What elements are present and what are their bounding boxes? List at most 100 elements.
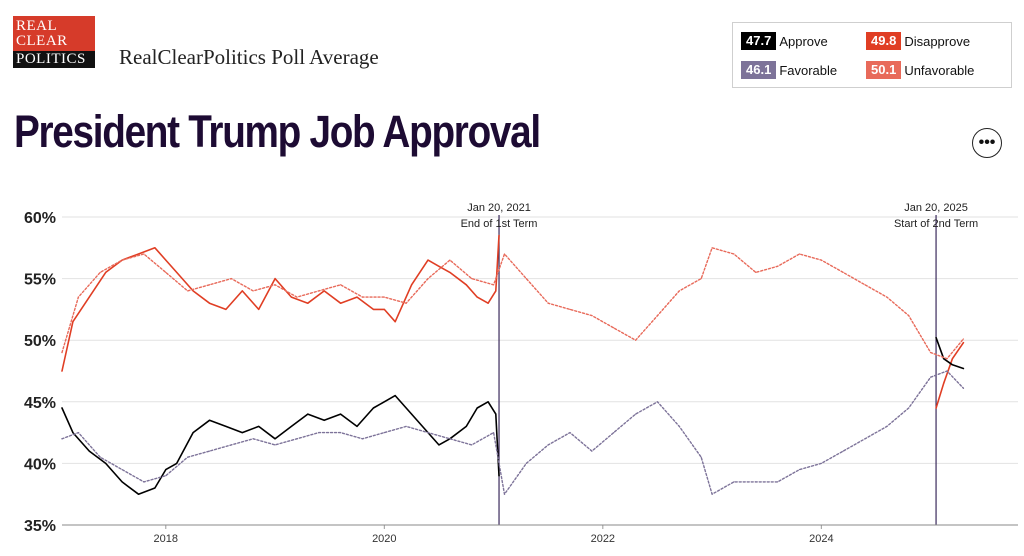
data-point-approve [951, 364, 954, 366]
data-point-unfavorable [929, 351, 932, 354]
data-point-favorable [700, 456, 702, 458]
data-point-unfavorable [842, 271, 844, 274]
data-point-unfavorable [711, 247, 713, 249]
data-point-favorable [777, 481, 779, 483]
term-annotation-label: End of 1st Term [461, 218, 538, 230]
data-point-favorable [99, 456, 101, 458]
data-point-favorable [635, 413, 637, 415]
y-tick-label: 40% [24, 456, 56, 473]
logo-text-clear: CLEAR [16, 33, 68, 49]
data-point-disapprove [943, 382, 945, 384]
data-point-approve [476, 407, 478, 409]
data-point-favorable [471, 444, 473, 446]
data-point-unfavorable [471, 278, 473, 280]
data-point-disapprove [498, 234, 500, 237]
approve-label: Approve [779, 33, 828, 49]
data-point-disapprove [208, 302, 211, 304]
data-point-favorable [798, 468, 801, 471]
unfavorable-label: Unfavorable [904, 62, 975, 78]
data-point-disapprove [258, 308, 260, 310]
data-point-favorable [678, 425, 680, 428]
series-line-disapprove [61, 234, 965, 409]
data-point-disapprove [192, 290, 194, 292]
y-tick-label: 35% [24, 518, 56, 535]
data-point-favorable [296, 438, 298, 440]
data-point-approve [121, 481, 123, 483]
data-point-approve [962, 367, 964, 370]
data-point-disapprove [465, 284, 467, 286]
data-point-approve [258, 425, 260, 428]
data-point-approve [208, 419, 211, 421]
legend-item-approve: 47.7 Approve [741, 32, 828, 50]
data-point-disapprove [340, 302, 342, 304]
data-point-unfavorable [361, 296, 364, 298]
data-point-unfavorable [820, 259, 822, 261]
disapprove-value-badge: 49.8 [866, 32, 902, 50]
data-point-disapprove [323, 290, 325, 292]
data-point-unfavorable [613, 327, 615, 329]
more-options-button[interactable]: ••• [972, 128, 1002, 158]
data-point-favorable [908, 407, 910, 409]
data-point-unfavorable [121, 259, 123, 261]
data-point-disapprove [438, 265, 440, 267]
data-point-disapprove [241, 290, 243, 292]
data-point-favorable [733, 481, 735, 483]
data-point-unfavorable [252, 290, 254, 292]
grid-layer [62, 216, 1018, 526]
data-point-unfavorable [755, 271, 757, 274]
data-point-approve [340, 413, 342, 415]
data-point-unfavorable [569, 308, 571, 310]
data-point-unfavorable [187, 290, 189, 292]
data-point-unfavorable [678, 290, 680, 292]
data-point-unfavorable [798, 253, 801, 255]
data-point-favorable [383, 432, 385, 434]
y-tick-label: 50% [24, 333, 56, 350]
approve-value-badge: 47.7 [741, 32, 777, 50]
data-point-unfavorable [296, 296, 298, 298]
data-point-unfavorable [886, 296, 888, 298]
legend-item-disapprove: 49.8 Disapprove [866, 32, 970, 50]
data-point-favorable [274, 444, 276, 446]
data-point-unfavorable [908, 314, 910, 317]
data-point-approve [154, 487, 156, 489]
data-point-unfavorable [525, 278, 527, 280]
data-point-favorable [503, 493, 506, 495]
data-point-favorable [613, 432, 615, 434]
data-point-unfavorable [962, 338, 964, 340]
data-point-disapprove [307, 302, 309, 304]
data-point-approve [72, 432, 74, 434]
data-point-disapprove [427, 259, 429, 261]
data-point-disapprove [356, 296, 358, 298]
data-point-favorable [252, 438, 254, 440]
legend: 47.7 Approve 49.8 Disapprove 46.1 Favora… [732, 22, 1012, 88]
data-point-unfavorable [230, 278, 232, 280]
rcp-logo[interactable]: REAL CLEAR POLITICS [13, 16, 95, 68]
data-point-approve [394, 395, 396, 397]
term-annotation-date: Jan 20, 2025 [904, 202, 968, 214]
data-point-unfavorable [165, 271, 167, 274]
x-tick-label: 2020 [372, 533, 396, 545]
data-point-disapprove [225, 308, 227, 310]
data-point-approve [137, 493, 140, 495]
data-point-unfavorable [864, 284, 866, 286]
data-point-unfavorable [427, 278, 429, 280]
data-point-approve [438, 444, 440, 446]
data-point-favorable [591, 450, 593, 452]
data-point-disapprove [951, 358, 954, 360]
data-point-disapprove [290, 296, 293, 298]
data-point-approve [943, 358, 945, 360]
data-point-unfavorable [77, 296, 79, 298]
data-point-favorable [711, 493, 713, 495]
data-point-disapprove [165, 259, 167, 261]
data-point-unfavorable [383, 296, 385, 298]
legend-item-favorable: 46.1 Favorable [741, 61, 837, 79]
data-point-approve [465, 425, 467, 428]
term-annotation-date: Jan 20, 2021 [467, 202, 531, 214]
data-point-favorable [318, 432, 320, 434]
series-layer [61, 234, 965, 495]
data-point-disapprove [487, 302, 489, 304]
disapprove-label: Disapprove [904, 33, 971, 49]
series-line-favorable [61, 370, 965, 495]
data-point-disapprove [935, 407, 937, 409]
data-point-disapprove [383, 308, 385, 310]
